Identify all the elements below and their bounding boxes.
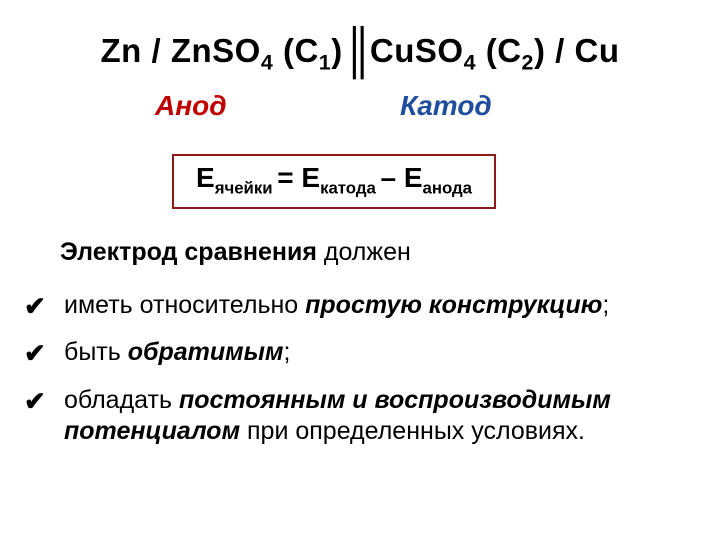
double-bar-icon: ║	[343, 27, 370, 76]
check-icon: ✔	[24, 290, 46, 323]
cell-notation: Zn / ZnSO4 (C1)║CuSO4 (C2) / Cu	[0, 32, 720, 76]
cu: Cu	[574, 32, 619, 69]
cuso4: CuSO	[370, 32, 464, 69]
check-icon: ✔	[24, 337, 46, 370]
znso4: ZnSO	[171, 32, 261, 69]
list-item: ✔ обладать постоянным и воспроизводимым …	[24, 385, 684, 448]
list-item: ✔ иметь относительно простую конструкцию…	[24, 290, 684, 321]
check-icon: ✔	[24, 385, 46, 418]
anode-label: Анод	[155, 90, 227, 122]
cell-emf-equation: Еячейки = Екатода – Еанода	[172, 154, 496, 209]
intro-lead: Электрод сравнения	[60, 238, 317, 266]
slide: Zn / ZnSO4 (C1)║CuSO4 (C2) / Cu Анод Кат…	[0, 0, 720, 540]
cathode-label: Катод	[400, 90, 492, 122]
list-item: ✔ быть обратимым;	[24, 337, 684, 368]
intro-rest: должен	[317, 238, 411, 266]
cell-notation-text: Zn / ZnSO4 (C1)║CuSO4 (C2) / Cu	[101, 32, 620, 69]
requirements-list: ✔ иметь относительно простую конструкцию…	[24, 290, 684, 463]
reference-electrode-intro: Электрод сравнения должен	[60, 238, 411, 267]
zn: Zn	[101, 32, 142, 69]
